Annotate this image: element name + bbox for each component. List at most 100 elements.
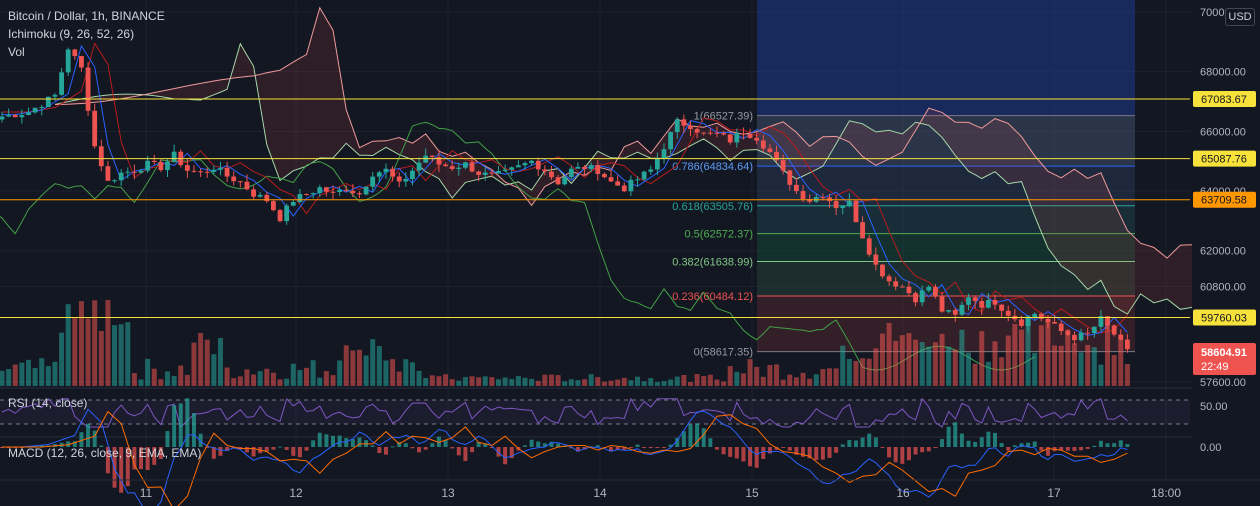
macd-histogram-bar — [1085, 447, 1090, 449]
volume-bar — [813, 374, 819, 386]
rsi-line — [1, 397, 1128, 428]
candle-body — [151, 160, 157, 163]
candle-body — [866, 238, 872, 255]
candle-body — [588, 165, 594, 169]
candle-body — [555, 177, 561, 185]
candle-body — [509, 167, 515, 170]
volume-bar — [297, 369, 303, 386]
macd-histogram-bar — [357, 437, 362, 447]
macd-histogram-bar — [198, 433, 203, 447]
volume-bar — [946, 346, 952, 386]
horizontal-levels[interactable] — [0, 98, 1190, 319]
macd-histogram-bar — [986, 431, 991, 447]
volume-bar — [846, 358, 852, 386]
volume-bar — [615, 379, 621, 386]
macd-histogram-bar — [152, 447, 157, 465]
fib-label-1: 1(66527.39) — [694, 111, 753, 123]
candlesticks[interactable] — [0, 47, 1130, 353]
candle-body — [727, 134, 733, 143]
volume-bar — [913, 339, 919, 386]
macd-histogram-bar — [913, 447, 918, 455]
candle-body — [873, 254, 879, 265]
candle-body — [515, 165, 521, 168]
macd-histogram-bar — [662, 447, 666, 448]
volume-bar — [224, 367, 230, 386]
candle-body — [1045, 318, 1051, 323]
macd-histogram-bar — [807, 447, 812, 459]
macd-histogram-bar — [628, 447, 633, 448]
volume-bar — [628, 380, 634, 386]
volume-bar — [668, 379, 674, 386]
macd-histogram-bar — [496, 447, 501, 457]
macd-histogram-bar — [906, 447, 911, 461]
candle-body — [853, 200, 859, 223]
volume-bar — [52, 361, 58, 386]
candle-body — [502, 169, 508, 171]
macd-histogram-bar — [165, 431, 170, 447]
volume-bar — [356, 349, 362, 386]
volume-legend[interactable]: Vol — [8, 45, 25, 59]
ichimoku-legend[interactable]: Ichimoku (9, 26, 52, 26) — [8, 27, 135, 41]
time-axis[interactable]: 11 12 13 14 15 16 17 18:00 — [0, 479, 1260, 500]
volume-bar — [476, 377, 482, 386]
candle-body — [628, 179, 634, 192]
volume-bar — [118, 324, 124, 386]
candle-body — [966, 297, 971, 305]
macd-histogram-bar — [383, 447, 388, 455]
candle-body — [138, 170, 144, 173]
macd-histogram-bar — [1026, 442, 1031, 447]
fibonacci-retracement[interactable]: 1(66527.39) 0.786(64834.64) 0.618(63505.76… — [672, 0, 1135, 359]
volume-bar — [648, 378, 654, 386]
candle-body — [423, 155, 429, 163]
candle-body — [125, 171, 131, 173]
price-axis[interactable]: 70000.0068000.0066000.0064000.0062000.00… — [1192, 0, 1260, 506]
volume-bar — [151, 368, 157, 386]
macd-histogram-bar — [390, 446, 395, 448]
macd-histogram-bar — [304, 447, 309, 451]
volume-bar — [12, 364, 18, 386]
candle-body — [1091, 326, 1097, 334]
rsi-legend[interactable]: RSI (14, close) — [8, 396, 88, 410]
candle-body — [985, 299, 991, 308]
macd-histogram-bar — [787, 447, 792, 451]
currency-badge[interactable]: USD — [1225, 8, 1255, 26]
macd-histogram-bar — [172, 405, 177, 447]
volume-bar — [800, 372, 806, 386]
volume-bar — [926, 346, 932, 386]
volume-bar — [449, 379, 455, 386]
volume-bar — [760, 376, 766, 386]
rsi-band — [0, 400, 1190, 424]
volume-bar — [330, 375, 336, 386]
candle-body — [952, 310, 958, 315]
candle-body — [654, 158, 660, 170]
candle-body — [549, 171, 554, 178]
macd-histogram-bar — [999, 443, 1004, 447]
volume-bar — [754, 366, 760, 386]
volume-bar — [317, 377, 323, 386]
macd-histogram-bar — [1032, 441, 1037, 447]
candle-body — [257, 194, 263, 197]
volume-bar — [45, 366, 51, 386]
candle-body — [390, 168, 395, 177]
volume-bar — [198, 333, 204, 386]
volume-bar — [747, 359, 753, 386]
candle-body — [1025, 317, 1031, 326]
macd-histogram-bar — [754, 447, 759, 468]
macd-histogram-bar — [708, 438, 713, 447]
volume-bar — [734, 371, 740, 386]
macd-legend[interactable]: MACD (12, 26, close, 9, EMA, EMA) — [8, 446, 202, 460]
candle-body — [999, 304, 1005, 311]
volume-bars — [0, 300, 1130, 386]
candle-body — [787, 170, 793, 185]
candle-body — [19, 115, 25, 118]
current-price-value: 58604.91 — [1201, 347, 1247, 359]
macd-histogram-bar — [1079, 447, 1084, 451]
fib-zone-0 — [757, 115, 1135, 167]
level-price-tag-bg — [1193, 309, 1256, 326]
candle-body — [846, 200, 852, 207]
macd-histogram-bar — [1125, 444, 1130, 447]
volume-bar — [568, 379, 574, 386]
candle-body — [449, 166, 455, 169]
volume-bar — [701, 375, 707, 386]
